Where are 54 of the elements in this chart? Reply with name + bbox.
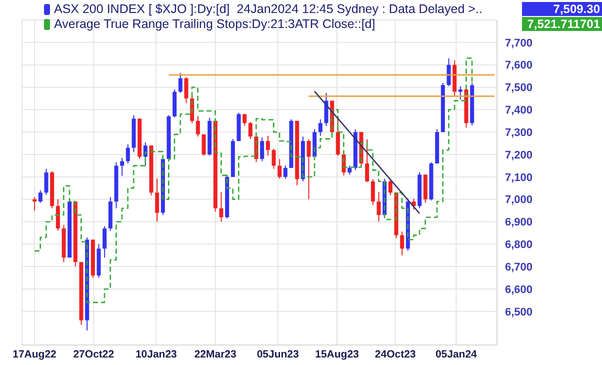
x-tick-label: 05Jun23 — [256, 348, 300, 360]
candlestick — [44, 168, 48, 196]
candlestick — [400, 231, 404, 256]
legend-label: Average True Range Trailing Stops:Dy:21:3ATR Close::[d] — [54, 17, 376, 32]
y-tick-label: 7,600 — [505, 60, 533, 72]
candlestick — [336, 118, 340, 156]
candlestick — [196, 115, 200, 138]
candlestick — [272, 148, 276, 170]
x-tick-label: 17Aug22 — [12, 348, 57, 360]
candlestick — [178, 72, 182, 94]
y-tick-label: 6,700 — [505, 261, 533, 274]
candlestick — [376, 191, 381, 222]
candlestick — [248, 121, 252, 140]
x-tick-label: 15Aug23 — [315, 348, 360, 360]
y-tick-label: 6,500 — [505, 306, 533, 318]
x-tick-label: 27Oct22 — [73, 348, 114, 360]
candlestick — [388, 180, 392, 196]
candlestick — [260, 136, 264, 162]
candlestick — [370, 178, 375, 206]
candlestick — [120, 157, 124, 176]
candlestick — [219, 191, 224, 222]
candlestick — [155, 178, 160, 222]
y-tick-label: 7,400 — [505, 104, 533, 117]
y-tick-label: 6,600 — [505, 284, 533, 296]
candlestick — [102, 226, 107, 258]
x-tick-label: 10Jan23 — [135, 348, 178, 360]
y-tick-label: 6,800 — [505, 239, 533, 252]
y-tick-label: 7,700 — [505, 37, 533, 50]
candlestick — [242, 114, 247, 126]
candlestick — [38, 190, 42, 204]
candlestick — [324, 92, 328, 127]
candlestick — [318, 118, 322, 136]
candlestick — [283, 164, 288, 180]
candlestick — [56, 198, 60, 232]
x-tick-label: 24Oct23 — [374, 348, 416, 360]
candlestick — [306, 138, 311, 200]
y-tick-label: 7,300 — [505, 126, 533, 139]
candlestick — [126, 144, 130, 164]
y-tick-label: 6,900 — [505, 216, 533, 229]
candlestick — [202, 134, 206, 156]
candlestick — [184, 76, 188, 104]
y-tick-label: 7,100 — [505, 172, 533, 184]
legend-label: ASX 200 INDEX [ $XJO ]:Dy:[d] 24Jan2024 12:45 Sydney : Data Delayed >.. — [54, 2, 482, 17]
y-tick-label: 7,000 — [505, 194, 533, 206]
text: 7,521.711701 — [522, 17, 602, 31]
candlestick — [278, 158, 282, 180]
candlestick — [446, 58, 451, 87]
x-tick-label: 05Jan24 — [435, 348, 478, 360]
x-tick-label: 22Mar23 — [194, 348, 237, 360]
y-tick-label: 7,200 — [505, 149, 533, 162]
candlestick — [266, 135, 270, 156]
text: 7,509.30 — [522, 2, 602, 16]
candlestick — [365, 138, 370, 183]
y-tick-label: 7,500 — [505, 82, 533, 94]
